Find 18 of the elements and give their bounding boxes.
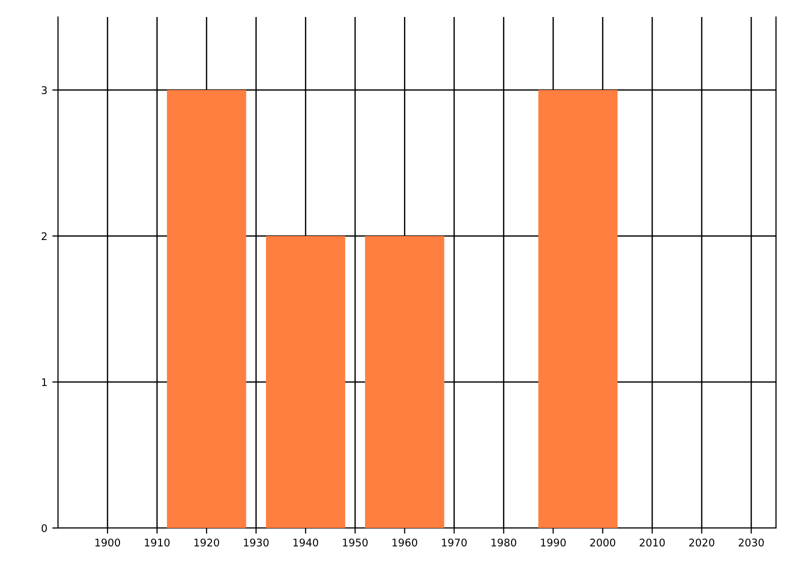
x-tick-label: 1960 [392,538,418,546]
x-tick-label: 2030 [738,538,764,546]
x-tick-label: 1970 [442,538,467,546]
x-tick-label: 2000 [590,538,616,546]
x-tick-label: 2010 [640,538,665,546]
x-tick-label: 1990 [541,538,566,546]
x-tick-label: 1920 [194,538,220,546]
x-tick-label: 1940 [293,538,318,546]
x-tick-label: 1930 [244,538,269,546]
x-tick-label: 1950 [342,538,368,546]
y-tick-label: 3 [42,86,47,94]
y-tick-label: 2 [42,232,47,240]
x-tick-label: 1900 [95,538,120,546]
y-tick-label: 0 [42,524,47,532]
x-tick-label: 1910 [144,538,170,546]
x-tick-label: 2020 [689,538,714,546]
x-tick-label: 1980 [492,538,516,546]
y-tick-label: 1 [42,378,47,386]
